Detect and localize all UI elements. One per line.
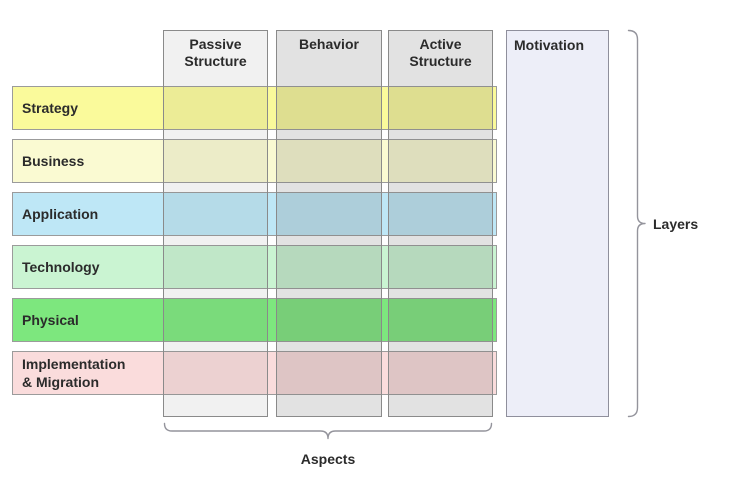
layer-row-strategy: Strategy [12,86,497,130]
layer-label-implementation-migration: Implementation & Migration [22,356,126,390]
aspects-bracket-label: Aspects [300,451,356,467]
layer-label-strategy: Strategy [22,100,79,116]
motivation-column: Motivation [506,30,609,417]
aspect-label-behavior: Behavior [299,36,359,52]
layers-bracket [627,29,646,418]
layer-row-implementation-migration: Implementation & Migration [12,351,497,395]
layer-row-application: Application [12,192,497,236]
aspect-label-passive-structure: Passive Structure [184,36,247,69]
aspect-column-passive-structure: Passive Structure [163,30,268,417]
aspect-column-behavior: Behavior [276,30,382,417]
layer-row-physical: Physical [12,298,497,342]
layer-row-business: Business [12,139,497,183]
layer-row-technology: Technology [12,245,497,289]
layer-label-application: Application [22,206,99,222]
aspect-column-active-structure: Active Structure [388,30,493,417]
aspects-bracket [163,422,493,440]
layer-label-physical: Physical [22,312,79,328]
motivation-label: Motivation [514,37,584,53]
aspect-label-active-structure: Active Structure [409,36,472,69]
layers-bracket-label: Layers [653,216,699,232]
layer-label-technology: Technology [22,259,100,275]
layer-label-business: Business [22,153,85,169]
